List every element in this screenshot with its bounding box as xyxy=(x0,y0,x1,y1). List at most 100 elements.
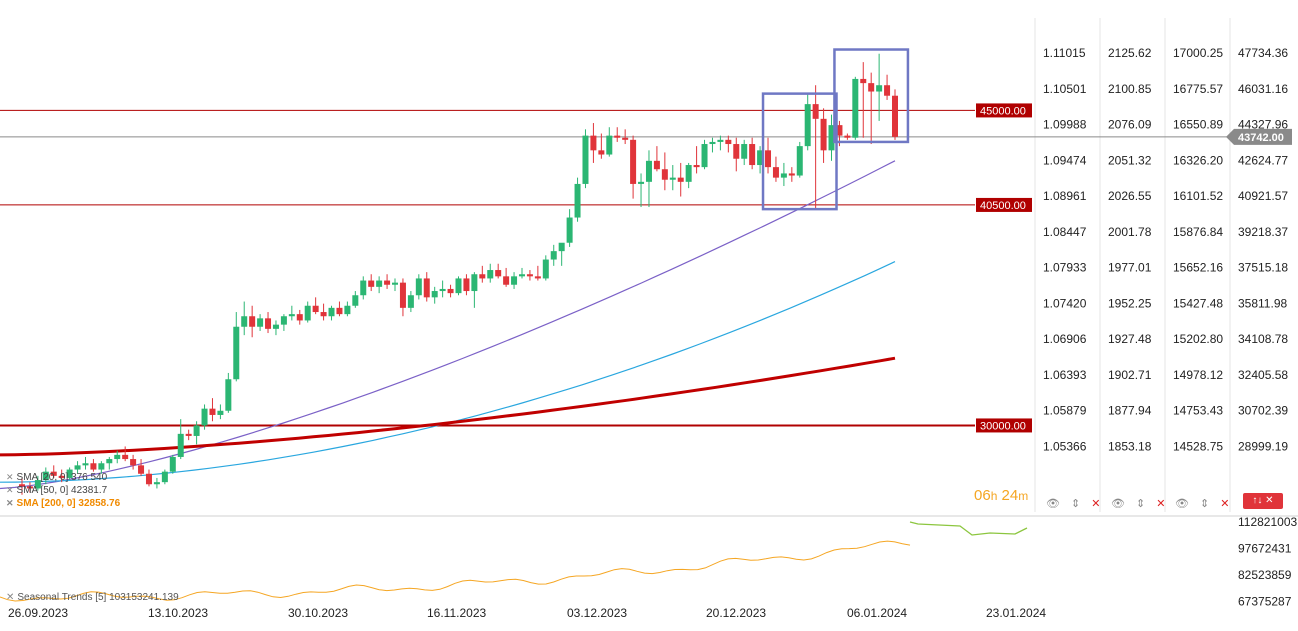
y-tick-label: 16326.20 xyxy=(1173,153,1223,167)
y-tick-label: 1.09474 xyxy=(1043,153,1087,167)
candle-body xyxy=(765,150,772,168)
candle-body xyxy=(66,469,73,478)
candle-body xyxy=(399,282,406,308)
candle-body xyxy=(328,307,335,317)
y-tick-label: 1.08447 xyxy=(1043,225,1087,239)
candle-body xyxy=(209,408,216,415)
x-tick-label: 16.11.2023 xyxy=(427,606,486,620)
y-tick-label: 1.08961 xyxy=(1043,189,1087,203)
candle-body xyxy=(217,410,224,415)
close-icon[interactable]: ✕ xyxy=(6,592,15,603)
sma-line-2 xyxy=(0,356,896,457)
close-icon[interactable]: ✕ xyxy=(6,485,14,495)
close-icon[interactable]: ✕ xyxy=(1220,498,1234,510)
candle-body xyxy=(558,242,565,252)
candle-body xyxy=(741,144,748,159)
candle-body xyxy=(407,295,414,308)
legend-sma20[interactable]: ✕ SMA [20, 0] 376 540 xyxy=(6,472,108,483)
candle-body xyxy=(582,135,589,184)
candle-body xyxy=(630,139,637,184)
candle-body xyxy=(19,484,25,487)
y-tick-label: 2001.78 xyxy=(1108,225,1152,239)
price-axes: 1.11015 1.10501 1.09988 1.09474 1.08961 1.084… xyxy=(1043,46,1288,453)
highlight-box-1 xyxy=(833,48,910,144)
y-tick-label: 16775.57 xyxy=(1173,82,1223,96)
y-tick-label: 34108.78 xyxy=(1238,332,1288,346)
candle-body xyxy=(288,314,295,317)
y-tick-label: 2125.62 xyxy=(1108,46,1152,60)
y-tick-label: 2100.85 xyxy=(1108,82,1152,96)
candle-body xyxy=(344,305,351,315)
candle-body xyxy=(725,139,732,145)
y-tick-label: 1.05366 xyxy=(1043,439,1087,453)
x-tick-label: 06.01.2024 xyxy=(847,606,907,620)
candle-body xyxy=(352,295,359,306)
candle-body xyxy=(622,137,629,140)
candle-body xyxy=(138,465,145,474)
y-tick-label: 16550.89 xyxy=(1173,118,1223,132)
candle-body xyxy=(360,280,367,296)
candle-body xyxy=(296,314,303,321)
close-icon[interactable]: ✕ xyxy=(6,498,14,508)
y-tick-label: 1.05879 xyxy=(1043,404,1087,418)
y-tick-label: 32405.58 xyxy=(1238,368,1288,382)
candle-body xyxy=(114,454,121,460)
highlight-box-0 xyxy=(761,92,838,211)
axis-controls-button[interactable]: ↑↓ ✕ xyxy=(1243,493,1283,509)
grid xyxy=(0,18,1298,517)
candle-body xyxy=(50,471,57,476)
y-tick-label: 14978.12 xyxy=(1173,368,1223,382)
candle-body xyxy=(566,217,573,243)
y-tick-label: 2051.32 xyxy=(1108,153,1152,167)
y-tick-label: 16101.52 xyxy=(1173,189,1223,203)
seasonal-tick-label: 67375287 xyxy=(1238,595,1292,609)
x-tick-label: 23.01.2024 xyxy=(986,606,1046,620)
x-tick-label: 13.10.2023 xyxy=(148,606,208,620)
y-tick-label: 2076.09 xyxy=(1108,118,1152,132)
y-tick-label: 1.07420 xyxy=(1043,296,1087,310)
close-icon[interactable]: ✕ xyxy=(1091,498,1105,510)
candle-body xyxy=(550,251,557,260)
y-tick-label: 15202.80 xyxy=(1173,332,1223,346)
x-tick-label: 30.10.2023 xyxy=(288,606,348,620)
candle-body xyxy=(733,144,740,159)
candle-body xyxy=(98,463,105,470)
candle-body xyxy=(376,280,383,287)
axis-controls-3[interactable]: 👁 ⇕ ✕ xyxy=(1175,498,1234,510)
y-tick-label: 17000.25 xyxy=(1173,46,1223,60)
y-tick-label: 35811.98 xyxy=(1238,296,1287,310)
candle-body xyxy=(304,305,311,321)
y-tick-label: 15876.84 xyxy=(1173,225,1223,239)
candle-body xyxy=(828,125,835,151)
close-icon[interactable]: ✕ xyxy=(6,472,14,482)
candle-body xyxy=(122,454,129,460)
candle-body xyxy=(796,146,803,176)
candle-body xyxy=(677,177,684,182)
x-tick-label: 26.09.2023 xyxy=(8,606,68,620)
y-tick-label: 46031.16 xyxy=(1238,82,1288,96)
candle-body xyxy=(495,270,502,277)
axis-controls-1[interactable]: 👁 ⇕ ✕ xyxy=(1046,498,1105,510)
y-tick-label: 14528.75 xyxy=(1173,439,1223,453)
sma-line-0 xyxy=(0,160,896,490)
candle-body xyxy=(503,276,510,285)
candle-body xyxy=(320,312,327,317)
level-tag xyxy=(976,197,1032,212)
close-icon[interactable]: ✕ xyxy=(1156,498,1170,510)
candle-body xyxy=(42,471,49,481)
legend-sma50[interactable]: ✕ SMA [50, 0] 42381.7 xyxy=(6,485,108,496)
y-tick-label: 1927.48 xyxy=(1108,332,1152,346)
candle-body xyxy=(280,316,287,325)
level-tag-label: 40500.00 xyxy=(980,200,1026,212)
candle-body xyxy=(439,288,446,292)
candle-body xyxy=(534,276,541,279)
y-tick-label: 1.07933 xyxy=(1043,261,1087,275)
axis-controls-2[interactable]: 👁 ⇕ ✕ xyxy=(1111,498,1170,510)
candle-body xyxy=(638,181,645,184)
y-tick-label: 1877.94 xyxy=(1108,404,1152,418)
candle-body xyxy=(225,379,232,411)
legend-sma200[interactable]: ✕ SMA [200, 0] 32858.76 xyxy=(6,498,121,509)
candle-body xyxy=(106,459,113,464)
candle-body xyxy=(368,280,375,287)
